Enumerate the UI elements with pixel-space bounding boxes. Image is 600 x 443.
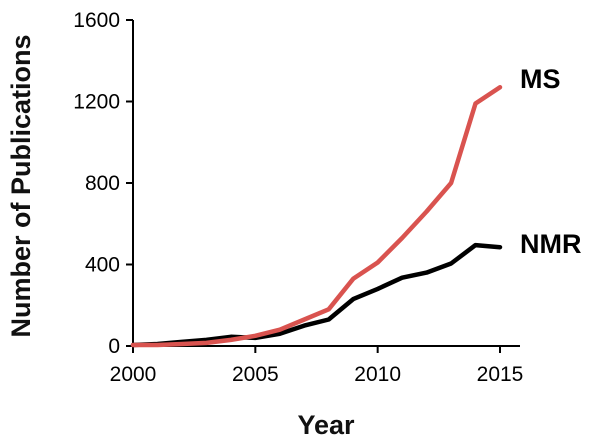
series-label-ms: MS [520, 64, 561, 94]
series-line-ms [130, 84, 503, 348]
y-tick-label: 0 [108, 335, 120, 358]
y-ticks: 0 400 800 1200 1600 [73, 9, 133, 358]
x-tick-label: 2015 [477, 363, 524, 386]
x-axis-title: Year [297, 410, 355, 440]
series-line-nmr [130, 242, 503, 348]
series-label-nmr: NMR [520, 229, 582, 259]
series-lines [130, 84, 503, 348]
y-tick-label: 1200 [73, 91, 120, 114]
y-tick-label: 800 [85, 172, 120, 195]
x-tick-label: 2005 [232, 363, 279, 386]
y-tick-label: 1600 [73, 9, 120, 32]
y-tick-label: 400 [85, 254, 120, 277]
y-axis-title: Number of Publications [6, 34, 36, 337]
x-ticks: 2000 2005 2010 2015 [110, 346, 524, 386]
x-tick-label: 2010 [354, 363, 401, 386]
x-tick-label: 2000 [110, 363, 157, 386]
